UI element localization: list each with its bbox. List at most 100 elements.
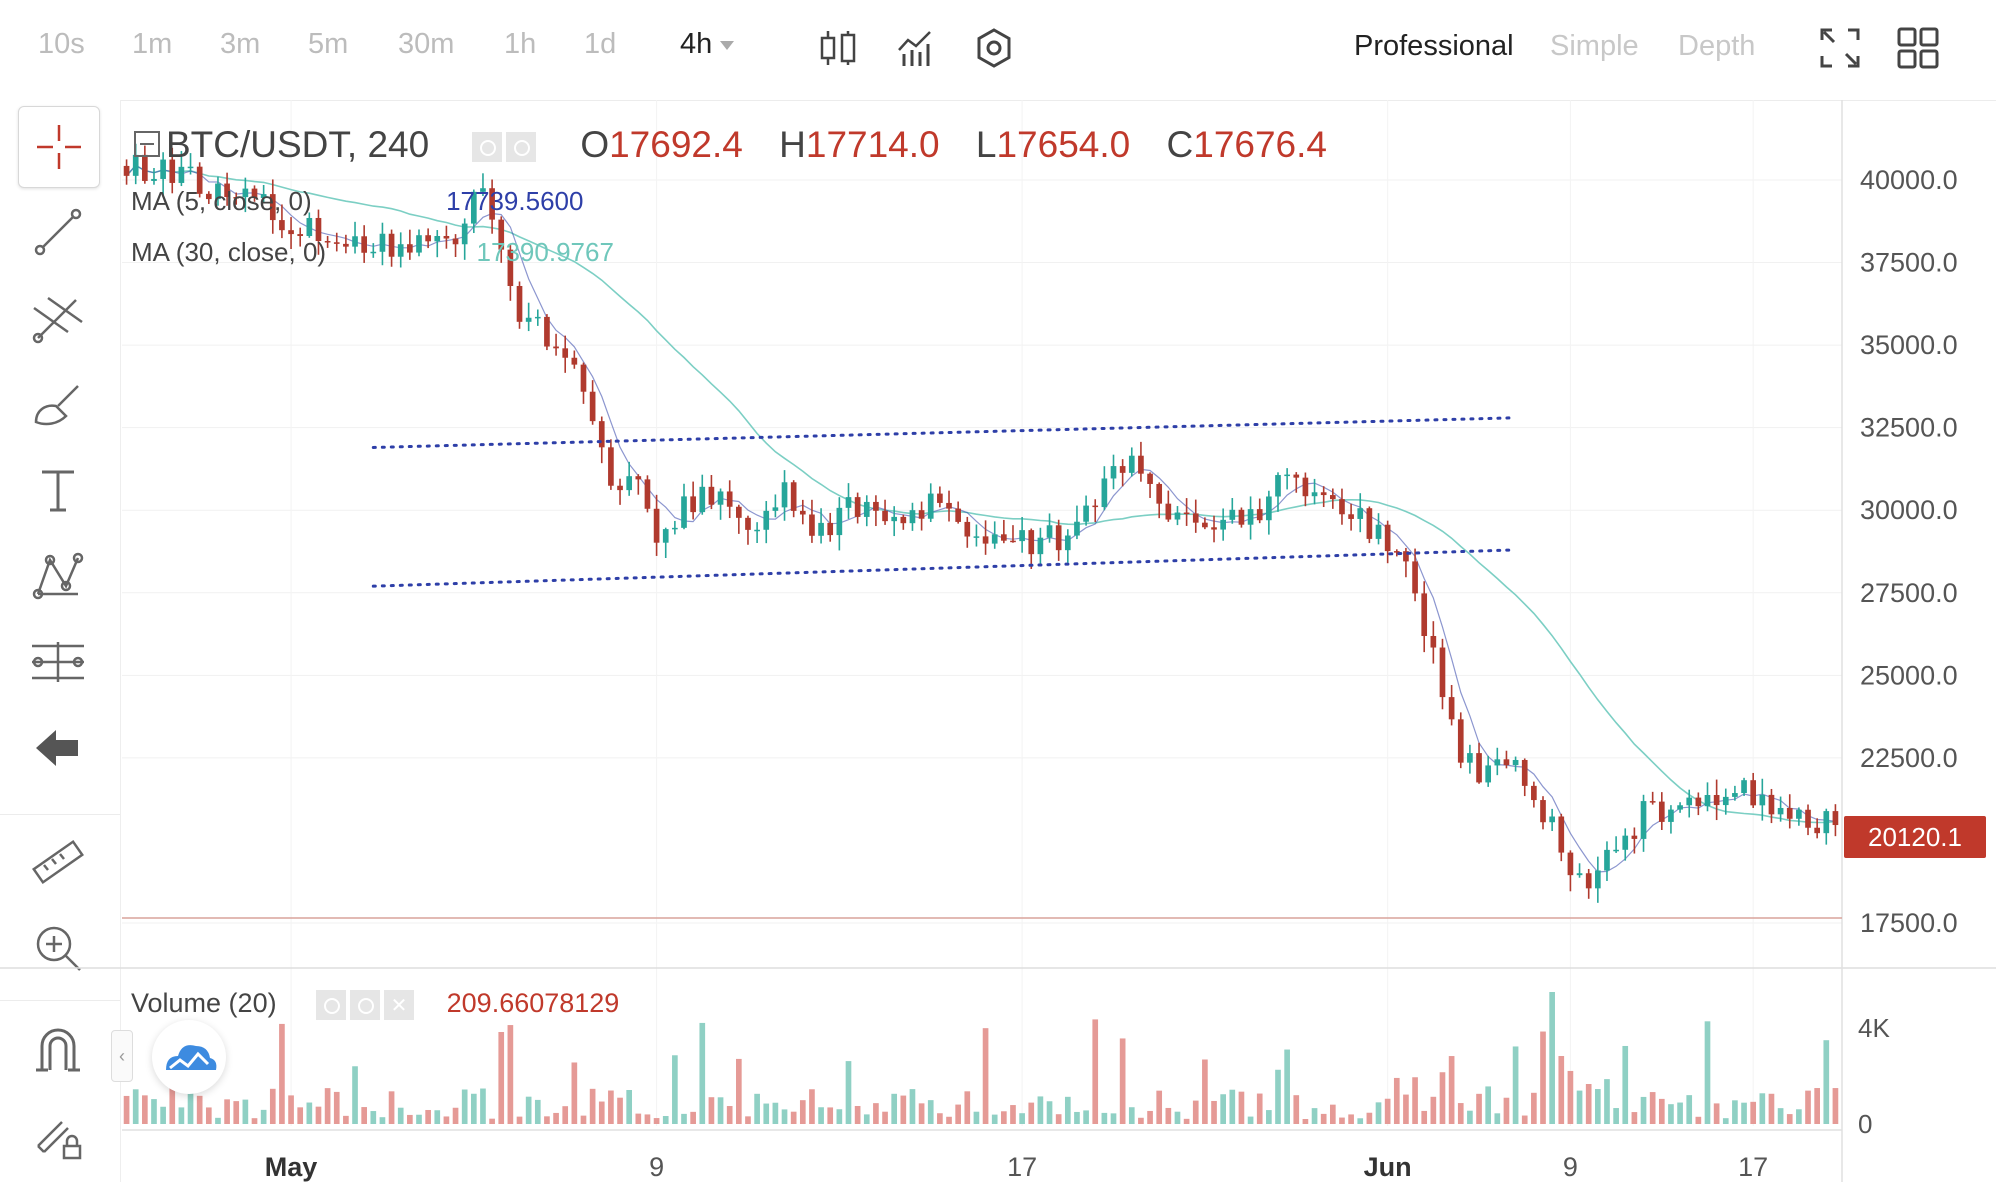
volume-bar — [498, 1031, 505, 1124]
volume-bar — [1558, 1056, 1565, 1124]
candle — [544, 316, 550, 347]
volume-bar — [1777, 1108, 1784, 1124]
candle — [461, 223, 468, 245]
candle — [900, 516, 907, 524]
timeframe-30m[interactable]: 30m — [398, 28, 455, 60]
close-value: 17676.4 — [1193, 124, 1327, 165]
volume-bar — [1284, 1049, 1290, 1124]
time-tick-label: 9 — [1563, 1152, 1578, 1182]
volume-bar — [1476, 1093, 1482, 1124]
mode-depth[interactable]: Depth — [1678, 30, 1756, 62]
candle — [553, 346, 559, 349]
candle — [297, 234, 304, 237]
trend-line-icon[interactable] — [18, 192, 98, 272]
measure-icon[interactable] — [18, 622, 98, 702]
volume-bar — [397, 1107, 404, 1124]
candle — [1796, 809, 1802, 819]
candle — [489, 188, 495, 220]
volume-bar — [333, 1091, 340, 1124]
legend-collapse-icon[interactable] — [134, 124, 160, 166]
indicators-icon[interactable] — [894, 26, 938, 70]
candle — [306, 217, 313, 237]
candle — [1668, 809, 1674, 822]
eye-icon[interactable] — [471, 132, 502, 163]
layout-grid-icon[interactable] — [1896, 26, 1940, 70]
time-tick-label: Jun — [1364, 1152, 1412, 1182]
volume-bar — [1823, 1040, 1830, 1124]
candle — [854, 497, 861, 517]
collapse-panel-button[interactable]: ‹ — [111, 1030, 133, 1082]
settings-icon[interactable] — [972, 26, 1016, 70]
volume-bar — [754, 1093, 760, 1124]
trend-lines[interactable] — [371, 416, 1518, 588]
timeframe-active-label: 4h — [680, 28, 713, 60]
pattern-icon[interactable] — [18, 536, 98, 616]
back-arrow-icon[interactable] — [18, 708, 98, 788]
candle — [1503, 759, 1510, 766]
ma5-value: 17739.5600 — [446, 186, 584, 216]
ma-30-line — [125, 164, 1836, 824]
crosshair-icon[interactable] — [18, 106, 100, 188]
candle — [653, 508, 660, 543]
candle — [918, 510, 925, 519]
volume-bar — [1768, 1093, 1775, 1124]
timeframe-5m[interactable]: 5m — [308, 28, 349, 60]
price-tick-label: 35000.0 — [1860, 330, 1958, 360]
candle — [991, 534, 998, 544]
timeframe-3m[interactable]: 3m — [220, 28, 261, 60]
candle — [1128, 455, 1135, 473]
timeframe-1m[interactable]: 1m — [132, 28, 173, 60]
lock-drawings-icon[interactable] — [18, 1096, 98, 1176]
eye-icon[interactable] — [315, 989, 346, 1020]
fib-tools-icon[interactable] — [18, 278, 98, 358]
timeframe-dropdown[interactable]: 4h — [680, 28, 735, 61]
volume-bar — [224, 1099, 230, 1124]
candle — [790, 482, 797, 511]
candlestick-icon[interactable] — [816, 26, 860, 70]
volume-bar — [708, 1097, 715, 1124]
gear-icon[interactable] — [349, 989, 380, 1020]
candle — [1110, 466, 1117, 479]
magnet-icon[interactable] — [18, 1010, 98, 1090]
volume-bar — [1302, 1119, 1309, 1124]
candle — [160, 159, 166, 179]
timeframe-1d[interactable]: 1d — [584, 28, 617, 60]
volume-bar — [1165, 1107, 1172, 1124]
trend-line-support — [371, 548, 1518, 588]
candle — [672, 527, 678, 530]
price-axis[interactable]: 40000.0 37500.0 35000.0 32500.0 30000.0 27500… — [1858, 165, 1958, 1139]
text-icon[interactable] — [18, 450, 98, 530]
volume-bar — [973, 1111, 980, 1124]
timeframe-1h[interactable]: 1h — [504, 28, 537, 60]
brush-icon[interactable] — [18, 364, 98, 444]
candle — [1403, 551, 1409, 562]
volume-bar — [1467, 1110, 1473, 1124]
fullscreen-icon[interactable] — [1818, 26, 1862, 70]
volume-bar — [1247, 1116, 1254, 1124]
volume-bar — [699, 1022, 706, 1124]
time-axis[interactable]: May 9 17 Jun 9 17 — [265, 1152, 1768, 1182]
volume-bar — [1613, 1108, 1619, 1124]
ruler-icon[interactable] — [18, 822, 98, 902]
candle — [132, 154, 139, 176]
volume-bar — [1722, 1118, 1729, 1124]
close-icon[interactable] — [383, 989, 414, 1020]
timeframe-10s[interactable]: 10s — [38, 28, 85, 60]
volume-bar — [854, 1105, 861, 1124]
candle — [1165, 503, 1172, 520]
candle — [1750, 780, 1757, 806]
volume-bar — [1604, 1079, 1610, 1124]
ma-5-line — [126, 164, 1836, 873]
gear-icon[interactable] — [505, 132, 536, 163]
volume-bar — [1750, 1101, 1757, 1124]
last-price-tag: 20120.1 — [1844, 816, 1986, 858]
candle — [1604, 849, 1610, 871]
volume-bar — [361, 1107, 367, 1124]
candle — [498, 219, 505, 250]
mode-professional[interactable]: Professional — [1354, 30, 1514, 62]
mode-simple[interactable]: Simple — [1550, 30, 1639, 62]
ma-5-line — [126, 164, 1836, 873]
candle — [973, 536, 980, 538]
candle — [1311, 492, 1318, 497]
